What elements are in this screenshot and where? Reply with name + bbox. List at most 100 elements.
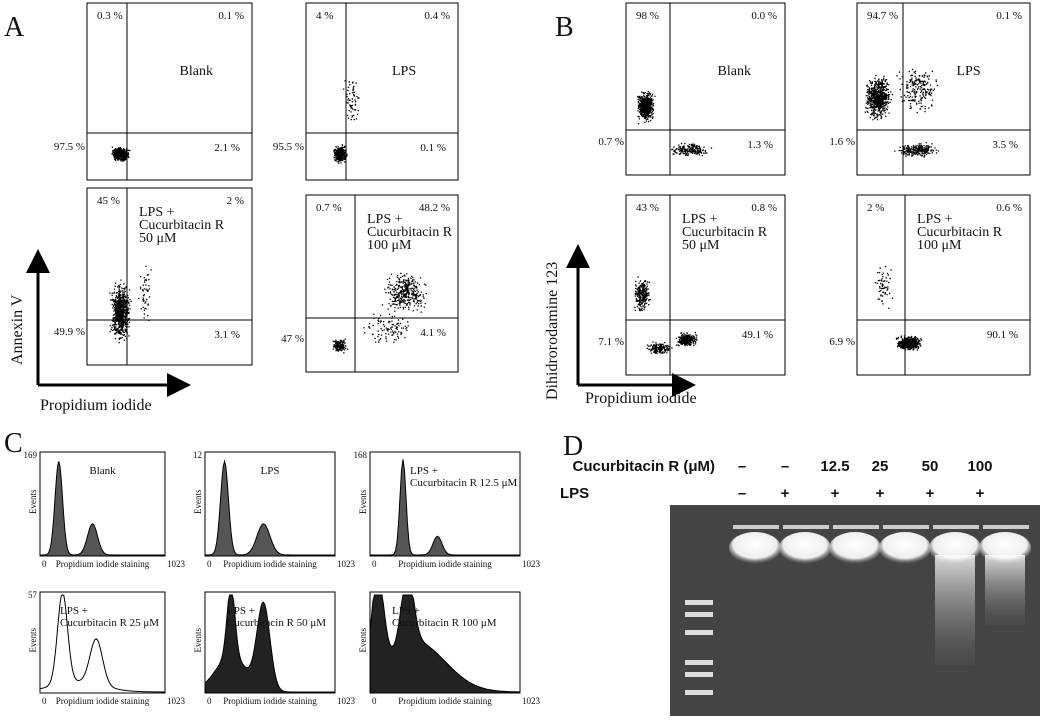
y-axis-label: Events <box>28 489 38 514</box>
quadrant-percent: 97.5 % <box>54 141 85 153</box>
quadrant-percent: 48.2 % <box>419 202 450 214</box>
plot-frame <box>369 451 521 557</box>
x-axis-label: Propidium iodide staining <box>56 559 150 569</box>
quadrant-percent: 45 % <box>97 195 120 207</box>
quadrant-percent: 0.6 % <box>996 202 1022 214</box>
x-min-label: 0 <box>42 559 47 569</box>
dna-band <box>729 532 781 564</box>
plot-title: LPS + <box>227 605 255 617</box>
histogram <box>39 594 166 694</box>
dna-band <box>829 532 881 564</box>
y-axis-label: Events <box>358 489 368 514</box>
x-axis-label: Propidium iodide <box>585 390 697 407</box>
x-axis-label: Propidium iodide staining <box>56 696 150 706</box>
panel-label: B <box>555 12 574 43</box>
quadrant-percent: 90.1 % <box>987 329 1018 341</box>
quadrant-percent: 2 % <box>867 202 884 214</box>
scatter-dots <box>109 265 152 344</box>
plot-title: LPS <box>261 465 280 477</box>
plot-title: 50 μM <box>682 238 720 253</box>
plot-frame <box>305 2 459 181</box>
quadrant-percent: 47 % <box>281 333 304 345</box>
plot-title: LPS + <box>60 605 88 617</box>
plot-title: LPS + <box>682 212 718 227</box>
plot-frame <box>86 2 253 181</box>
plot-title: Cucurbitacin R 12.5 μM <box>410 477 518 489</box>
scatter-dots <box>637 90 713 157</box>
plot-title: 50 μM <box>139 231 177 246</box>
well <box>783 525 829 529</box>
scatter-dots <box>634 276 698 355</box>
x-max-label: 1023 <box>522 696 541 706</box>
lane-label: – <box>738 485 746 502</box>
scatter-dots <box>874 265 923 351</box>
x-min-label: 0 <box>42 696 47 706</box>
lane-label: + <box>976 485 985 502</box>
well <box>883 525 929 529</box>
histogram <box>369 594 521 694</box>
ladder-band <box>685 612 713 617</box>
y-max-label: 169 <box>24 450 38 460</box>
quadrant-percent: 0.7 % <box>316 202 342 214</box>
plot-frame <box>856 194 1031 376</box>
ladder-band <box>685 600 713 605</box>
lane-label: + <box>876 485 885 502</box>
y-axis-label: Dihidrorodamine 123 <box>544 262 561 400</box>
plot-frame <box>625 194 786 376</box>
histogram <box>39 461 166 557</box>
lane-label: + <box>831 485 840 502</box>
x-axis-label: Propidium iodide staining <box>223 559 317 569</box>
lane-label: 100 <box>967 458 992 475</box>
lane-label: 12.5 <box>820 458 849 475</box>
quadrant-percent: 7.1 % <box>598 336 624 348</box>
quadrant-percent: 0.0 % <box>751 10 777 22</box>
y-axis-label: Annexin V <box>9 294 26 365</box>
panel-label: D <box>563 431 583 462</box>
plot-title: Cucurbitacin R <box>139 218 225 233</box>
y-axis-label: Events <box>193 628 203 653</box>
y-axis-label: Events <box>28 628 38 653</box>
plot-title: LPS + <box>367 212 403 227</box>
quadrant-percent: 95.5 % <box>273 141 304 153</box>
well <box>983 525 1029 529</box>
dna-band <box>779 532 831 564</box>
x-min-label: 0 <box>207 696 212 706</box>
quadrant-percent: 0.8 % <box>751 202 777 214</box>
lane-label: – <box>781 458 789 475</box>
plot-frame <box>305 194 459 373</box>
quadrant-percent: 6.9 % <box>829 336 855 348</box>
scatter-dots <box>864 68 940 158</box>
plot-title: Blank <box>718 64 751 79</box>
panel-label: C <box>4 428 23 459</box>
x-max-label: 1023 <box>522 559 541 569</box>
quadrant-percent: 94.7 % <box>867 10 898 22</box>
ladder-band <box>685 690 713 695</box>
well <box>933 525 979 529</box>
ladder-band <box>685 660 713 665</box>
quadrant-percent: 49.9 % <box>54 326 85 338</box>
quadrant-percent: 0.1 % <box>996 10 1022 22</box>
quadrant-percent: 0.4 % <box>424 10 450 22</box>
quadrant-percent: 2.1 % <box>214 142 240 154</box>
scatter-dots <box>111 146 131 162</box>
plot-title: LPS <box>957 64 981 79</box>
quadrant-percent: 3.5 % <box>992 139 1018 151</box>
x-axis-label: Propidium iodide <box>40 397 152 414</box>
lane-label: – <box>738 458 746 475</box>
x-axis-label: Propidium iodide staining <box>223 696 317 706</box>
x-max-label: 1023 <box>337 559 356 569</box>
plot-title: 100 μM <box>367 238 412 253</box>
x-max-label: 1023 <box>337 696 356 706</box>
dna-band <box>879 532 931 564</box>
plot-frame <box>625 2 786 176</box>
y-max-label: 57 <box>28 590 38 600</box>
x-min-label: 0 <box>207 559 212 569</box>
plot-title: Cucurbitacin R <box>682 225 768 240</box>
quadrant-percent: 1.6 % <box>829 136 855 148</box>
plot-title: LPS + <box>917 212 953 227</box>
x-axis-label: Propidium iodide staining <box>398 559 492 569</box>
plot-title: Cucurbitacin R 25 μM <box>60 617 159 629</box>
plot-title: Blank <box>180 64 213 79</box>
